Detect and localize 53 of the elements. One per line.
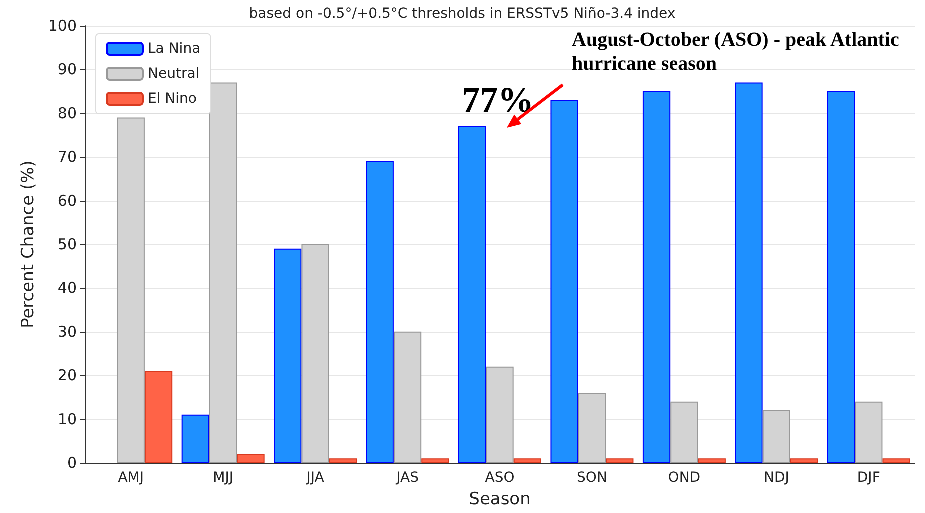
x-tick-label: JJA: [306, 470, 325, 486]
legend-label: Neutral: [148, 66, 200, 82]
y-tick-label: 0: [67, 454, 77, 472]
bar: [882, 458, 910, 463]
annotation: August-October (ASO) - peak Atlantic hurricane season: [572, 29, 904, 75]
bar: [302, 244, 330, 463]
y-tick-label: 20: [58, 366, 77, 385]
y-tick-label: 80: [58, 104, 77, 122]
chart-title: based on -0.5°/+0.5°C thresholds in ERSSTv5 Niño-3.4 index: [249, 6, 676, 22]
y-tick-label: 40: [58, 279, 77, 298]
bar: [144, 371, 173, 463]
bar: [642, 92, 671, 463]
x-tick-label: DJF: [857, 470, 880, 486]
legend-label: El Nino: [148, 91, 197, 107]
y-tick-label: 100: [48, 17, 77, 35]
x-tick-label: NDJ: [764, 470, 790, 486]
bar: [329, 458, 358, 463]
bar: [274, 248, 302, 463]
bar: [514, 458, 542, 463]
bar: [550, 100, 578, 463]
bar: [486, 366, 514, 463]
x-tick-label: JAS: [396, 470, 420, 486]
x-tick-label: AMJ: [118, 470, 144, 486]
bar: [855, 402, 883, 463]
y-tick-label: 50: [58, 236, 77, 254]
y-axis-title: Percent Chance (%): [18, 160, 38, 328]
bar: [182, 414, 210, 463]
bar: [827, 92, 856, 463]
bar: [790, 458, 818, 463]
y-tick-label: 30: [58, 322, 77, 341]
bar: [606, 458, 634, 463]
bar: [366, 161, 394, 463]
y-tick-label: 10: [58, 410, 77, 428]
bar: [698, 458, 726, 463]
x-tick-label: ASO: [485, 470, 515, 486]
bar: [735, 82, 763, 463]
x-tick-label: MJJ: [213, 470, 234, 486]
bar: [117, 118, 145, 463]
annotation: 77%: [462, 80, 534, 120]
x-tick-label: SON: [577, 470, 608, 486]
legend-label: La Nina: [148, 41, 201, 57]
bar: [458, 126, 486, 463]
x-tick-label: OND: [668, 470, 701, 486]
y-tick-label: 70: [58, 148, 77, 166]
y-tick-label: 60: [58, 192, 77, 210]
bar: [762, 410, 790, 463]
bar: [422, 458, 450, 463]
y-tick-label: 90: [58, 60, 77, 79]
bar: [578, 393, 606, 463]
bar: [670, 402, 698, 463]
bar: [237, 454, 265, 463]
x-axis-title: Season: [469, 490, 531, 510]
bar: [394, 332, 422, 463]
